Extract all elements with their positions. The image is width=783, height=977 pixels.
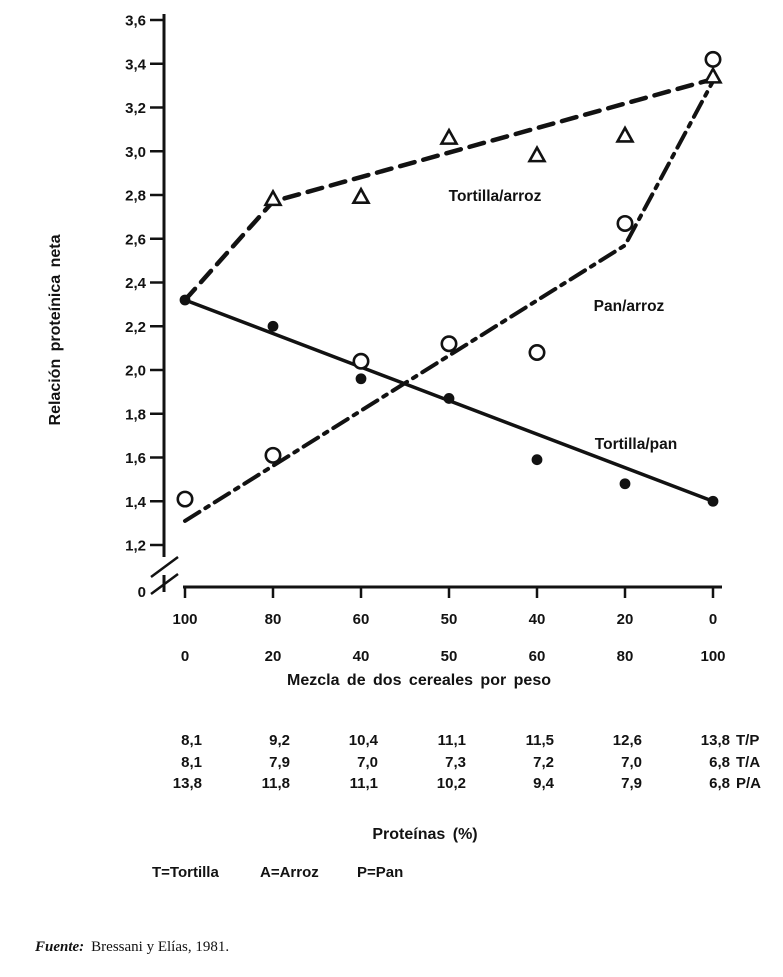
x-tick-label-bottom: 100 [700,648,725,665]
x-axis-title: Mezcla de dos cereales por peso [287,672,551,689]
protein-table-cell: 11,1 [350,775,378,792]
y-tick-label: 3,6 [125,13,146,30]
marker-filled-circle [531,454,543,466]
x-tick-label-top: 50 [441,611,458,628]
protein-table-cell: 7,0 [357,754,378,771]
marker-open-triangle [615,125,635,143]
y-tick-label: 2,0 [125,363,146,380]
protein-table-cell: 7,3 [445,754,466,771]
y-tick-label: 1,8 [125,406,146,423]
x-tick-label-bottom: 20 [265,648,282,665]
x-tick-label-top: 20 [617,611,634,628]
x-tick-label-bottom: 40 [353,648,370,665]
protein-table-cell: 10,4 [349,732,379,749]
protein-table-cell: 6,8 [709,754,730,771]
x-tick-label-bottom: 80 [617,648,634,665]
y-tick-label: 1,6 [125,450,146,467]
series-label-pan-arroz: Pan/arroz [594,298,665,315]
marker-open-circle [440,335,458,353]
protein-table-cell: 7,0 [621,754,642,771]
marker-filled-circle [179,294,191,306]
marker-filled-circle [355,373,367,385]
legend-item-pan: P=Pan [357,864,403,881]
chart-render-layer: 3,6 3,4 3,2 3,0 2,8 2,6 2,4 2,2 2,0 1,8 1,6 1,4 1,2 0… [125,13,761,793]
x-tick-label-top: 80 [265,611,282,628]
marker-open-circle [176,490,194,508]
protein-table-cell: 8,1 [181,732,202,749]
marker-open-circle [528,343,546,361]
legend-item-tortilla: T=Tortilla [152,864,219,881]
series-markers-tortilla-arroz [263,66,723,207]
marker-filled-circle [619,478,631,490]
protein-table-cell: 10,2 [437,775,466,792]
x-tick-label-bottom: 60 [529,648,546,665]
protein-table-cell: 11,8 [262,775,290,792]
y-tick-label: 3,0 [125,144,146,161]
protein-table-cell: 13,8 [701,732,730,749]
source-prefix: Fuente: [34,939,84,955]
marker-filled-circle [267,320,279,332]
series-line-pan-arroz [183,79,715,523]
protein-table-cell: 13,8 [173,775,202,792]
marker-filled-circle [443,393,455,404]
x-axis [183,585,722,598]
series-label-tortilla-arroz: Tortilla/arroz [449,188,542,205]
protein-table-row-label: T/P [736,732,759,749]
axis-break-slash [150,555,179,579]
y-axis-title: Relación proteínica neta [47,234,64,425]
y-tick-label: 1,4 [125,494,147,511]
y-tick-label: 3,2 [125,100,146,117]
protein-table-cell: 11,1 [438,732,466,749]
marker-open-triangle [439,127,459,145]
marker-open-circle [352,352,370,370]
marker-open-triangle [703,66,723,84]
series-markers-tortilla-pan [179,294,719,507]
legend-item-arroz: A=Arroz [260,864,319,881]
x-tick-label-top: 40 [529,611,546,628]
y-tick-label: 2,8 [125,188,146,205]
protein-table-cell: 7,9 [269,754,290,771]
protein-table: 8,1 9,2 10,4 11,1 11,5 12,6 13,8 T/P 8,1 7,9 7,0 7,… [173,732,761,792]
protein-table-cell: 12,6 [613,732,642,749]
series-markers-pan-arroz [176,50,722,508]
source-text: Bressani y Elías, 1981. [91,939,229,955]
protein-table-row-label: P/A [736,775,761,792]
protein-table-cell: 7,2 [533,754,554,771]
series-label-tortilla-pan: Tortilla/pan [595,436,677,453]
y-tick-label: 2,4 [125,275,147,292]
protein-table-row-label: T/A [736,754,760,771]
protein-table-cell: 8,1 [181,754,202,771]
marker-open-triangle [527,144,547,163]
marker-filled-circle [707,495,719,507]
y-axis [150,14,179,596]
x-tick-label-top: 60 [353,611,370,628]
protein-table-cell: 9,2 [269,732,290,749]
marker-open-triangle [263,188,283,207]
y-tick-label: 2,2 [125,319,146,336]
protein-table-cell: 11,5 [526,732,554,749]
axis-break-slash [150,572,179,596]
protein-table-cell: 9,4 [533,775,555,792]
protein-table-cell: 7,9 [621,775,642,792]
y-tick-label: 1,2 [125,538,146,555]
marker-open-circle [616,214,634,232]
x-tick-label-top: 0 [709,611,717,628]
y-axis-zero-label: 0 [138,584,146,601]
x-tick-label-bottom: 0 [181,648,189,665]
protein-table-cell: 6,8 [709,775,730,792]
y-tick-label: 3,4 [125,56,147,73]
source-line: Fuente: Bressani y Elías, 1981. [34,939,229,955]
y-tick-label: 2,6 [125,231,146,248]
marker-open-triangle [351,186,371,204]
marker-open-circle [264,446,282,464]
x-tick-label-top: 100 [172,611,197,628]
x-tick-label-bottom: 50 [441,648,458,665]
protein-table-title: Proteínas (%) [372,826,477,843]
marker-open-circle [704,50,722,68]
